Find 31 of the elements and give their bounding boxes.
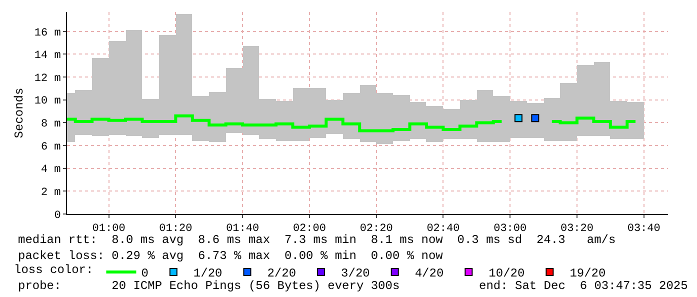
legend-label: 0	[141, 266, 148, 281]
y-tick-label: 4 m	[40, 164, 62, 176]
x-tick-label: 01:00	[92, 223, 126, 236]
x-tick-label: 03:20	[560, 223, 594, 236]
x-tick-label: 02:00	[292, 223, 326, 236]
x-tick-label: 02:20	[360, 223, 393, 236]
y-axis-title: Seconds	[12, 88, 27, 138]
y-tick-label: 16 m	[34, 27, 62, 40]
legend-label: 1/20	[193, 266, 222, 281]
legend-label: 2/20	[267, 266, 296, 281]
legend-label: 4/20	[414, 266, 444, 281]
text: median rtt: 8.0 ms avg 8.6 ms max 7.3 ms min 8.1 ms now 0.3 ms sd 24.3 am/s	[18, 233, 616, 247]
x-tick-label: 03:00	[494, 223, 527, 236]
text: end: Sat Dec 6 03:47:35 2025	[479, 279, 688, 293]
y-tick-label: 0	[54, 210, 61, 222]
y-tick-label: 6 m	[40, 141, 62, 154]
text: packet loss: 0.29 % avg 6.73 % max 0.00 % min 0.00 % now	[18, 249, 444, 263]
legend-title: loss color:	[14, 263, 94, 278]
y-tick-label: 8 m	[40, 118, 62, 131]
y-tick-label: 2 m	[40, 187, 62, 200]
text: probe: 20 ICMP Echo Pings (56 Bytes) every 300s	[18, 279, 400, 293]
x-tick-label: 01:20	[159, 223, 192, 236]
legend-label: 10/20	[488, 266, 525, 281]
y-tick-label: 10 m	[34, 96, 62, 108]
y-tick-label: 14 m	[34, 50, 62, 62]
x-tick-label: 03:40	[627, 223, 660, 236]
legend-label: 3/20	[341, 266, 370, 281]
x-tick-label: 01:40	[226, 223, 260, 236]
legend-label: 19/20	[570, 266, 606, 281]
x-tick-label: 02:40	[426, 223, 460, 236]
y-tick-label: 12 m	[34, 72, 62, 85]
